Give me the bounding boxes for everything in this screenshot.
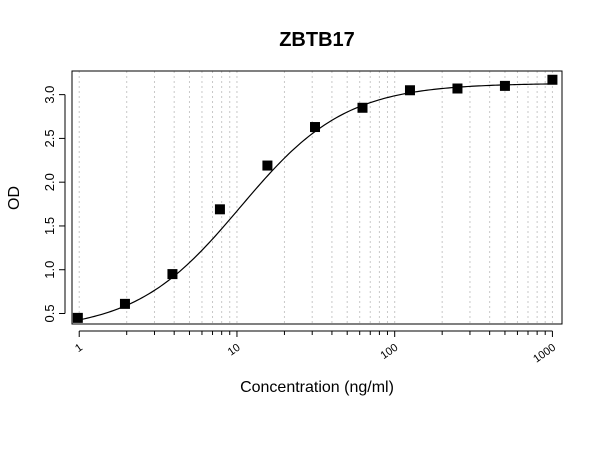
data-point [167,269,178,280]
fit-curve [77,83,553,321]
chart-title: ZBTB17 [279,29,355,51]
y-tick-label: 0.5 [42,304,57,322]
data-point [262,160,273,171]
data-point [72,312,83,323]
x-tick-label: 10 [226,342,243,359]
data-point [214,204,225,215]
data-point [452,83,463,94]
x-axis: 1 10 100 1000 [73,330,558,366]
data-points [72,74,558,323]
data-point [310,122,321,133]
x-tick-label: 1 [73,342,85,355]
data-point [547,74,558,85]
y-tick-label: 2.5 [42,129,57,147]
y-tick-label: 1.0 [42,261,57,279]
data-point [357,102,368,113]
x-tick-label: 1000 [531,342,558,366]
y-tick-label: 3.0 [42,86,57,104]
data-point [404,85,415,96]
x-tick-label: 100 [378,342,400,362]
y-tick-label: 2.0 [42,173,57,191]
y-axis: 0.5 1.0 1.5 2.0 2.5 3.0 [42,86,66,323]
x-axis-label: Concentration (ng/ml) [240,379,394,396]
y-axis-label: OD [6,186,23,210]
plot-frame [71,70,563,325]
data-point [119,298,130,309]
data-point [499,80,510,91]
y-tick-label: 1.5 [42,217,57,235]
grid-lines [78,71,553,324]
